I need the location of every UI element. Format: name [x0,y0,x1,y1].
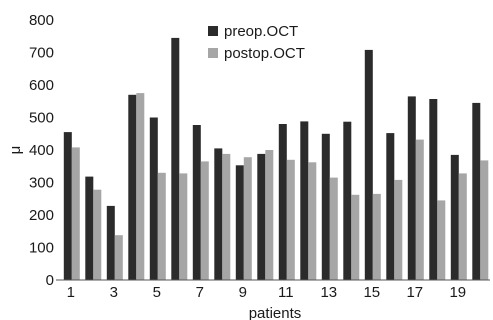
bar-postop-6 [179,173,188,280]
legend-label-preop: preop.OCT [224,23,298,40]
bar-preop-19 [450,154,459,280]
x-axis-label: patients [249,305,302,320]
y-tick-label-700: 700 [29,45,54,62]
y-tick-label-600: 600 [29,77,54,94]
bar-preop-7 [192,125,201,280]
y-tick-label-100: 100 [29,240,54,257]
bar-postop-14 [351,194,360,280]
bar-postop-17 [415,139,424,280]
y-tick-labels: 0 100 200 300 400 500 600 700 800 [29,12,54,289]
bar-postop-2 [93,189,102,280]
x-tick-labels: 1 3 5 7 9 11 13 15 17 19 [67,284,467,301]
bar-preop-2 [85,176,94,280]
y-tick-label-800: 800 [29,12,54,29]
bar-preop-15 [364,49,373,281]
bar-postop-10 [265,150,274,280]
bar-preop-9 [235,165,244,280]
bar-postop-11 [286,159,295,281]
x-tick-label-19: 19 [449,284,466,301]
bar-preop-3 [106,205,115,280]
bar-postop-3 [114,235,123,280]
bar-preop-18 [429,99,438,280]
bar-preop-10 [257,153,266,280]
legend-label-postop: postop.OCT [224,45,305,62]
bar-postop-1 [71,147,80,280]
bar-preop-12 [300,121,309,281]
bar-postop-4 [136,93,145,280]
bar-postop-12 [308,162,317,280]
bar-postop-7 [200,161,209,280]
legend-swatch-preop [208,26,218,36]
bar-postop-13 [329,177,338,280]
y-axis-label: μ [7,146,24,155]
bar-preop-8 [214,148,223,280]
bar-preop-6 [171,37,180,281]
bar-postop-16 [394,179,403,280]
bar-postop-18 [437,200,446,280]
bar-postop-8 [222,153,231,280]
bar-preop-11 [278,124,287,280]
x-tick-label-7: 7 [196,284,204,301]
x-tick-label-11: 11 [278,284,294,301]
bars-group [63,37,489,281]
bar-postop-9 [243,157,252,280]
x-tick-label-5: 5 [153,284,161,301]
y-tick-label-500: 500 [29,110,54,127]
x-tick-label-15: 15 [363,284,380,301]
x-tick-label-3: 3 [110,284,118,301]
bar-postop-5 [157,172,166,281]
bar-preop-5 [149,117,158,280]
y-tick-label-300: 300 [29,175,54,192]
bar-preop-16 [386,133,395,280]
bar-postop-19 [458,173,467,280]
x-tick-label-17: 17 [406,284,423,301]
y-tick-label-200: 200 [29,207,54,224]
y-tick-label-400: 400 [29,142,54,159]
x-tick-label-1: 1 [67,284,75,301]
bar-preop-14 [343,121,352,280]
bar-preop-17 [407,96,416,281]
legend: preop.OCT postop.OCT [208,23,305,62]
bar-preop-13 [321,133,330,281]
bar-preop-1 [63,132,72,280]
x-tick-label-13: 13 [320,284,337,301]
x-tick-label-9: 9 [239,284,247,301]
bar-preop-20 [472,102,481,281]
bar-preop-4 [128,94,137,281]
bar-postop-15 [372,193,381,280]
legend-swatch-postop [208,48,218,58]
bar-postop-20 [480,160,489,280]
y-tick-label-0: 0 [46,272,54,289]
